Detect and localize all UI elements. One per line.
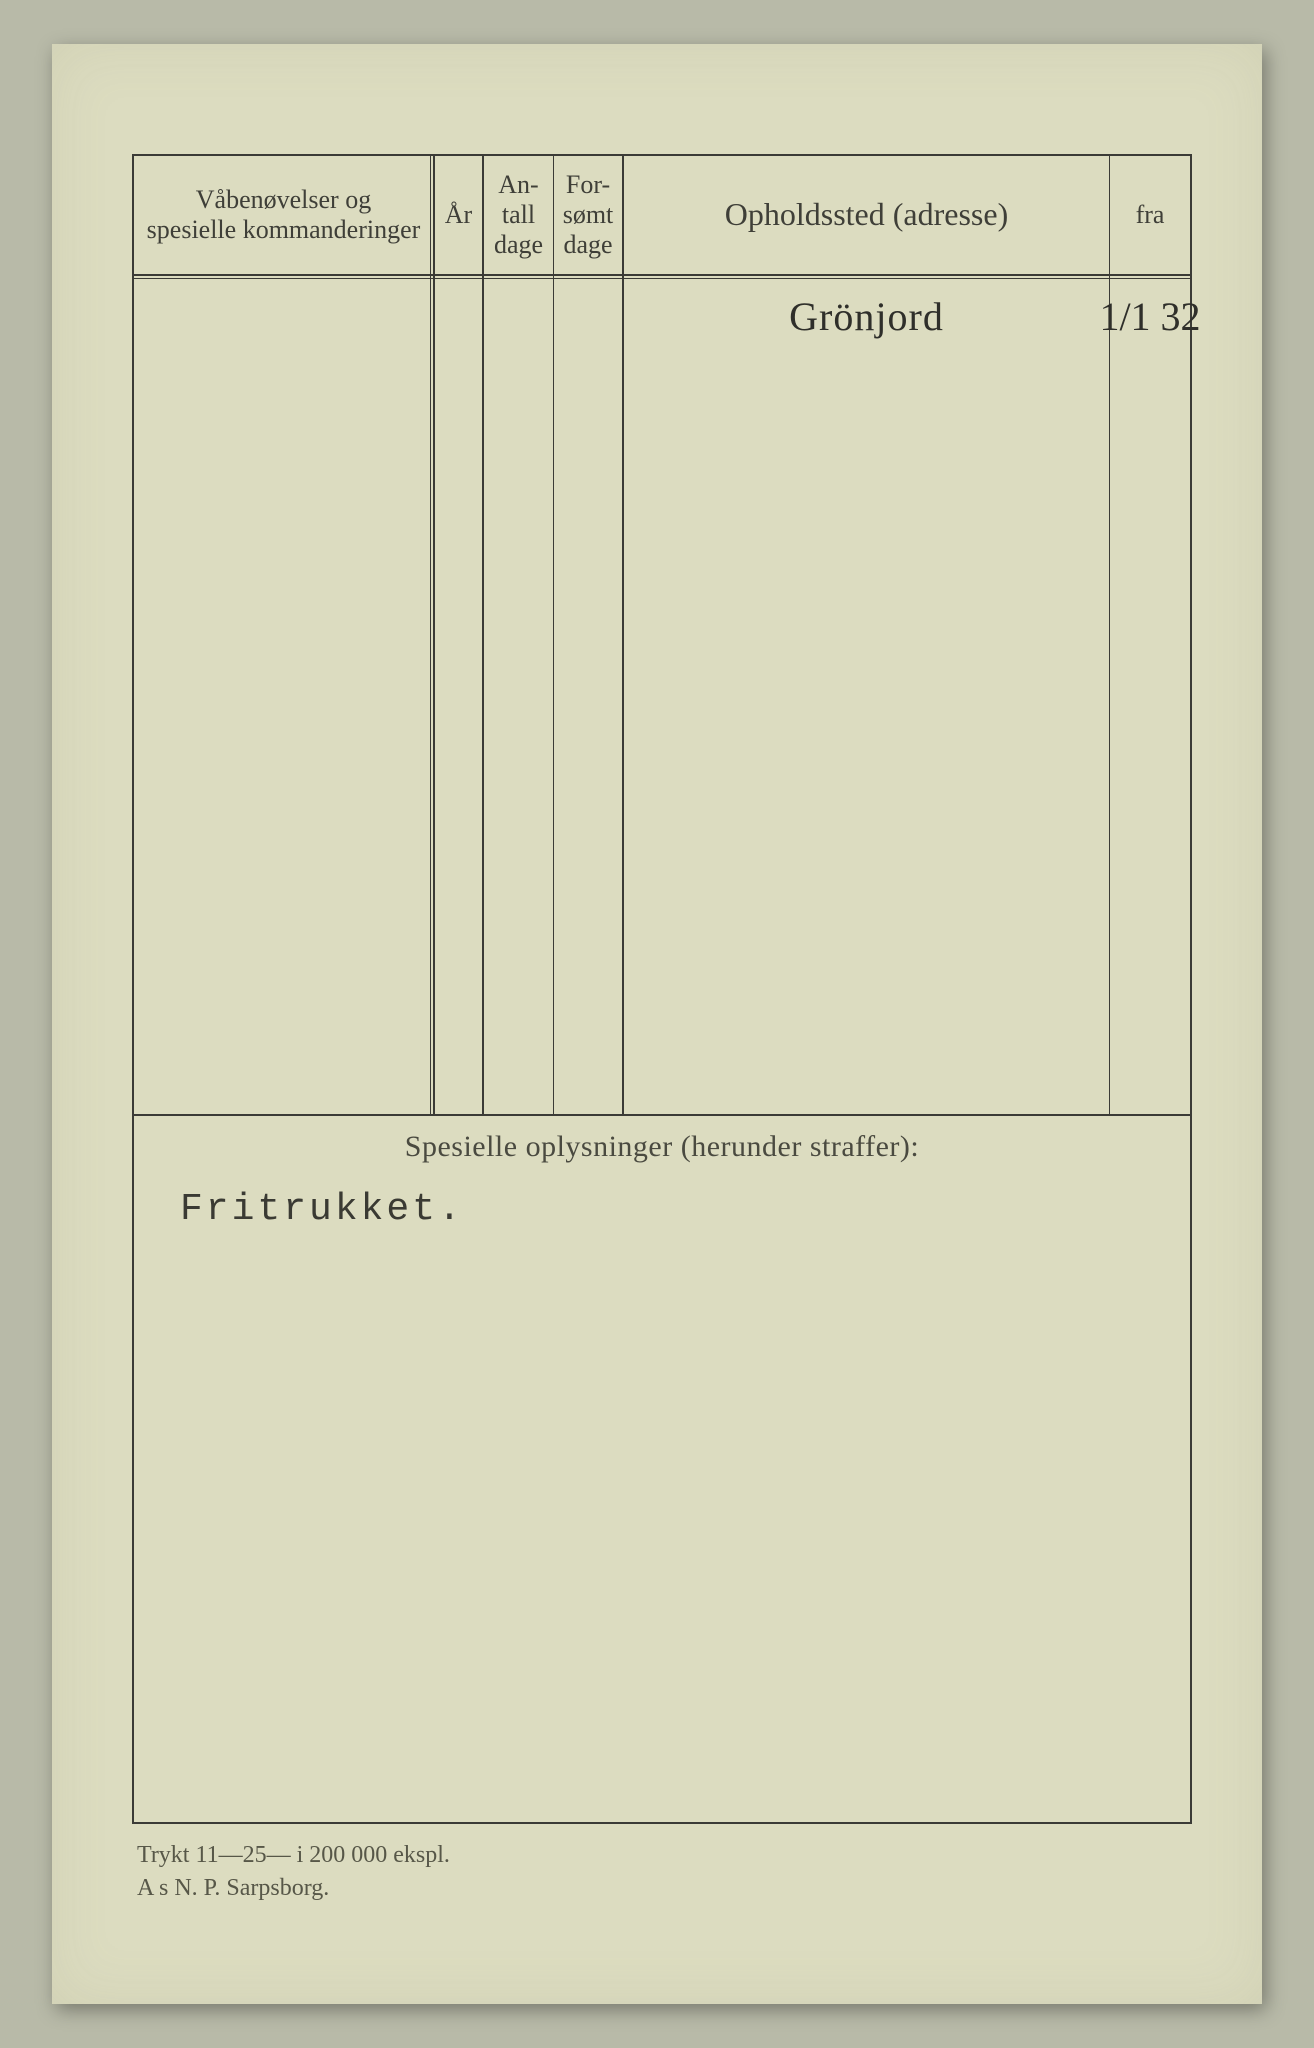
lower-section-entry: Fritrukket. (180, 1188, 1160, 1231)
cell-forsomt-dage (554, 276, 624, 1114)
footer-line-1: Trykt 11—25— i 200 000 ekspl. (137, 1839, 450, 1871)
col-header-opholdssted: Opholdssted (adresse) (624, 156, 1110, 274)
form-frame: Våbenøvelser og spesielle kommanderinger… (132, 154, 1192, 1824)
col-header-ar: År (434, 156, 484, 274)
col-header-vabenovelser: Våbenøvelser og spesielle kommanderinger (134, 156, 434, 274)
document-page: Våbenøvelser og spesielle kommanderinger… (52, 44, 1262, 2004)
lower-section-title: Spesielle oplysninger (herunder straffer… (164, 1130, 1160, 1164)
print-footer: Trykt 11—25— i 200 000 ekspl. A s N. P. … (137, 1839, 450, 1904)
lower-section: Spesielle oplysninger (herunder straffer… (134, 1116, 1190, 1822)
cell-ar (434, 276, 484, 1114)
upper-table: Våbenøvelser og spesielle kommanderinger… (134, 156, 1190, 1116)
col-header-forsomt-dage: For- sømt dage (554, 156, 624, 274)
col-header-fra: fra (1110, 156, 1190, 274)
table-header-row: Våbenøvelser og spesielle kommanderinger… (134, 156, 1190, 276)
footer-line-2: A s N. P. Sarpsborg. (137, 1872, 450, 1904)
cell-opholdssted: Grönjord (624, 276, 1110, 1114)
cell-antall-dage (484, 276, 554, 1114)
cell-vabenovelser (134, 276, 434, 1114)
table-row: Grönjord 1/1 32 (134, 276, 1190, 1114)
cell-fra: 1/1 32 (1110, 276, 1190, 1114)
col-header-antall-dage: An- tall dage (484, 156, 554, 274)
